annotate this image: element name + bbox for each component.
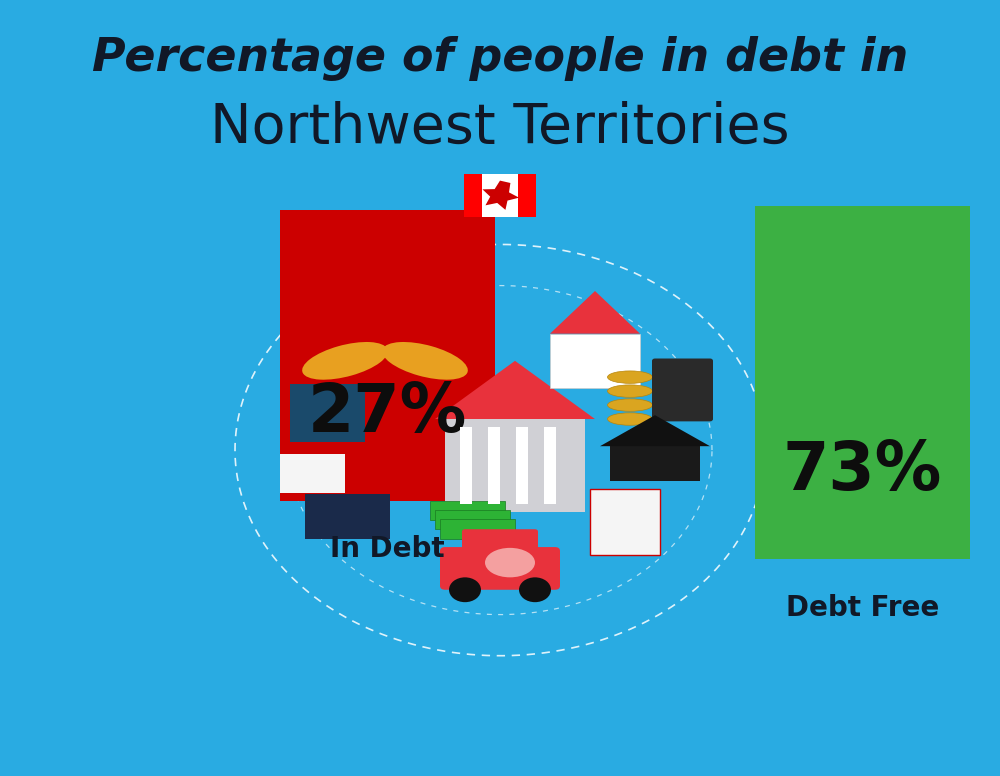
Polygon shape — [600, 415, 710, 446]
FancyBboxPatch shape — [445, 419, 585, 512]
Circle shape — [519, 577, 551, 602]
Text: In Debt: In Debt — [330, 535, 445, 563]
Ellipse shape — [608, 385, 652, 397]
Text: Northwest Territories: Northwest Territories — [210, 101, 790, 155]
Ellipse shape — [608, 413, 652, 425]
Ellipse shape — [382, 342, 468, 379]
Polygon shape — [550, 291, 640, 334]
FancyBboxPatch shape — [652, 359, 713, 421]
FancyBboxPatch shape — [462, 529, 538, 561]
Polygon shape — [435, 361, 595, 419]
Text: Percentage of people in debt in: Percentage of people in debt in — [92, 36, 908, 81]
FancyBboxPatch shape — [460, 427, 472, 504]
FancyBboxPatch shape — [544, 427, 556, 504]
FancyBboxPatch shape — [440, 547, 560, 590]
FancyBboxPatch shape — [464, 175, 482, 217]
FancyBboxPatch shape — [440, 519, 515, 539]
Ellipse shape — [302, 342, 388, 379]
FancyBboxPatch shape — [516, 427, 528, 504]
Ellipse shape — [608, 371, 652, 383]
FancyBboxPatch shape — [435, 510, 510, 529]
FancyBboxPatch shape — [430, 501, 505, 520]
Text: 27%: 27% — [308, 380, 467, 446]
FancyBboxPatch shape — [488, 427, 500, 504]
Circle shape — [449, 577, 481, 602]
FancyBboxPatch shape — [305, 494, 390, 539]
FancyBboxPatch shape — [280, 454, 345, 493]
Text: Debt Free: Debt Free — [786, 594, 939, 622]
FancyBboxPatch shape — [590, 489, 660, 555]
Ellipse shape — [485, 548, 535, 577]
FancyBboxPatch shape — [482, 175, 518, 217]
FancyBboxPatch shape — [550, 334, 640, 388]
FancyBboxPatch shape — [518, 175, 536, 217]
FancyBboxPatch shape — [280, 210, 495, 501]
Ellipse shape — [608, 399, 652, 411]
Polygon shape — [482, 181, 519, 210]
FancyBboxPatch shape — [755, 206, 970, 559]
FancyBboxPatch shape — [290, 384, 365, 442]
Text: 73%: 73% — [783, 438, 942, 504]
FancyBboxPatch shape — [610, 446, 700, 481]
